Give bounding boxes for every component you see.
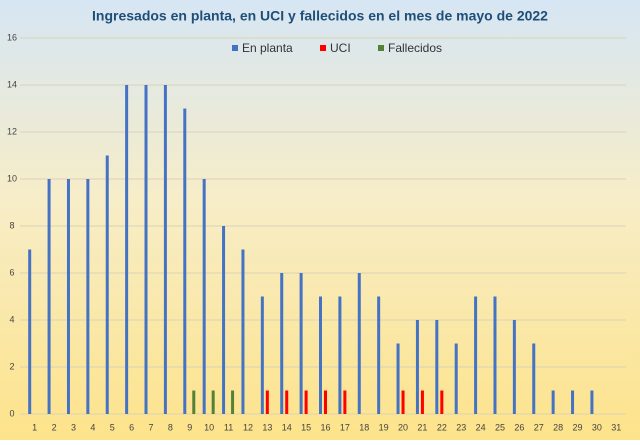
x-tick-label: 25 (495, 422, 505, 432)
y-tick-label: 6 (9, 267, 14, 277)
y-tick-label: 16 (7, 32, 17, 42)
x-tick-label: 5 (110, 422, 115, 432)
x-tick-label: 12 (243, 422, 253, 432)
bar (66, 179, 70, 414)
x-tick-label: 23 (456, 422, 466, 432)
x-tick-label: 9 (187, 422, 192, 432)
legend-label: En planta (242, 41, 293, 55)
bar (280, 273, 284, 414)
bar (265, 390, 269, 414)
legend-swatch (232, 45, 238, 51)
x-tick-label: 13 (262, 422, 272, 432)
x-tick-label: 8 (168, 422, 173, 432)
x-tick-label: 27 (534, 422, 544, 432)
x-tick-label: 4 (90, 422, 95, 432)
x-tick-label: 6 (129, 422, 134, 432)
bar (222, 226, 226, 414)
bar (474, 296, 478, 414)
x-tick-label: 29 (573, 422, 583, 432)
bar (299, 273, 303, 414)
legend-label: UCI (330, 41, 351, 55)
x-tick-label: 21 (417, 422, 427, 432)
bar (532, 343, 536, 414)
x-tick-label: 24 (476, 422, 486, 432)
bar (28, 249, 32, 414)
legend-label: Fallecidos (388, 41, 442, 55)
bar (163, 85, 167, 414)
x-tick-label: 20 (398, 422, 408, 432)
y-tick-label: 0 (9, 408, 14, 418)
x-tick-label: 26 (514, 422, 524, 432)
legend-swatch (378, 45, 384, 51)
bar (420, 390, 424, 414)
y-tick-label: 14 (7, 79, 17, 89)
bar (304, 390, 308, 414)
bar (125, 85, 129, 414)
bar (144, 85, 148, 414)
x-tick-label: 7 (149, 422, 154, 432)
x-tick-label: 28 (553, 422, 563, 432)
bar (324, 390, 327, 414)
bar (192, 390, 196, 414)
y-tick-label: 10 (7, 173, 17, 183)
x-tick-label: 31 (611, 422, 621, 432)
bar (493, 296, 497, 414)
x-tick-label: 30 (592, 422, 602, 432)
y-tick-label: 12 (7, 126, 17, 136)
bar (512, 320, 516, 414)
x-tick-label: 22 (437, 422, 447, 432)
x-tick-label: 19 (379, 422, 389, 432)
bar (396, 343, 400, 414)
bar (47, 179, 51, 414)
x-tick-label: 14 (282, 422, 292, 432)
bar (285, 390, 289, 414)
bar (183, 108, 187, 414)
bar (105, 155, 109, 414)
bar (415, 320, 419, 414)
x-tick-label: 11 (224, 422, 233, 432)
bar (377, 296, 381, 414)
bar (343, 390, 347, 414)
legend-swatch (320, 45, 326, 51)
bar (435, 320, 439, 414)
bar (590, 390, 594, 414)
x-tick-label: 15 (301, 422, 311, 432)
bar (440, 390, 444, 414)
y-tick-label: 8 (9, 220, 14, 230)
x-tick-label: 2 (52, 422, 57, 432)
y-tick-label: 2 (9, 361, 14, 371)
bar (571, 390, 575, 414)
bar (338, 296, 342, 414)
bar (454, 343, 458, 414)
x-tick-label: 18 (359, 422, 369, 432)
bar (551, 390, 555, 414)
bar (202, 179, 206, 414)
bar (260, 296, 264, 414)
bar (211, 390, 215, 414)
x-tick-label: 10 (204, 422, 214, 432)
bar (86, 179, 90, 414)
chart-title: Ingresados en planta, en UCI y fallecido… (92, 8, 548, 24)
x-tick-label: 16 (320, 422, 330, 432)
x-tick-label: 17 (340, 422, 350, 432)
x-tick-label: 1 (32, 422, 37, 432)
bar (319, 296, 322, 414)
bar (401, 390, 405, 414)
bar (357, 273, 361, 414)
bar (241, 249, 245, 414)
bar (231, 390, 235, 414)
y-tick-label: 4 (9, 314, 14, 324)
x-tick-label: 3 (71, 422, 76, 432)
